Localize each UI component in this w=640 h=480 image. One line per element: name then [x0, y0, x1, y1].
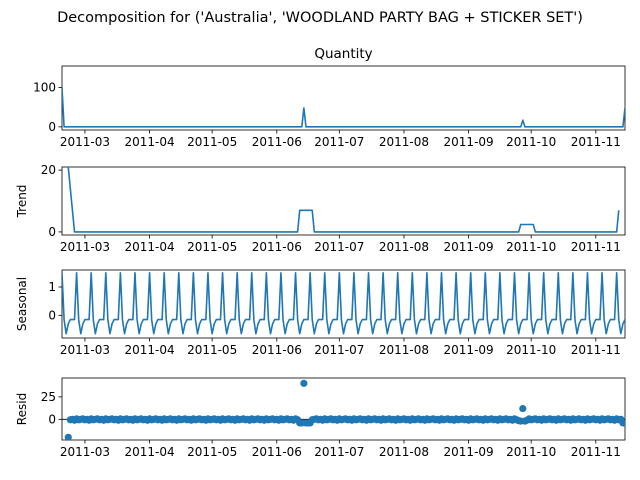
x-tick-label: 2011-06 [252, 445, 302, 459]
x-tick-label: 2011-09 [444, 343, 494, 357]
x-tick-label: 2011-07 [314, 445, 364, 459]
x-tick-label: 2011-04 [125, 343, 175, 357]
x-tick-label: 2011-03 [60, 240, 110, 254]
data-layer [62, 272, 625, 335]
figure-suptitle: Decomposition for ('Australia', 'WOODLAN… [57, 10, 583, 26]
x-tick-label: 2011-10 [506, 135, 556, 149]
axes-frame [61, 377, 626, 441]
panel-0: Quantity 0 100 2011-03 2011-04 2011-05 2011-06… [33, 46, 626, 149]
x-tick-label: 2011-09 [444, 445, 494, 459]
panel-3: Resid 0 25 2011-03 2011-04 2011-05 2011-06 2011… [15, 377, 626, 459]
x-tick-label: 2011-10 [506, 240, 556, 254]
x-tick-label: 2011-11 [571, 445, 621, 459]
series-line [67, 167, 620, 233]
resid-point [519, 404, 527, 413]
y-tick-label: 0 [48, 225, 56, 239]
data-layer [62, 87, 625, 128]
x-tick-label: 2011-09 [444, 135, 494, 149]
axes-frame [61, 166, 626, 236]
axes-frame [61, 65, 626, 131]
resid-point [619, 419, 625, 427]
y-tick-label: 0 [48, 120, 56, 134]
panel-2: Seasonal 0 1 2011-03 2011-04 2011-05 2011-06 20… [15, 269, 626, 357]
x-tick-label: 2011-11 [571, 240, 621, 254]
x-tick-label: 2011-11 [571, 343, 621, 357]
series-line [62, 272, 625, 335]
x-tick-label: 2011-05 [187, 135, 237, 149]
x-tick-label: 2011-07 [314, 343, 364, 357]
x-tick-label: 2011-06 [252, 240, 302, 254]
resid-point [300, 379, 308, 387]
x-tick-label: 2011-04 [125, 135, 175, 149]
y-axis-label: Seasonal [15, 277, 29, 331]
x-tick-label: 2011-06 [252, 135, 302, 149]
panel-title: Quantity [314, 46, 372, 62]
x-tick-label: 2011-08 [379, 135, 429, 149]
x-tick-label: 2011-06 [252, 343, 302, 357]
data-layer [67, 167, 620, 233]
x-tick-label: 2011-03 [60, 135, 110, 149]
panel-1: Trend 0 20 2011-03 2011-04 2011-05 2011-06 2011… [15, 163, 626, 254]
x-tick-label: 2011-03 [60, 343, 110, 357]
y-axis-label: Trend [15, 185, 29, 219]
y-tick-label: 100 [33, 81, 56, 95]
y-axis-label: Resid [15, 393, 29, 425]
x-tick-label: 2011-08 [379, 343, 429, 357]
y-tick-label: 1 [48, 280, 56, 294]
series-line [62, 87, 625, 128]
x-tick-label: 2011-10 [506, 445, 556, 459]
y-tick-label: 20 [41, 163, 56, 177]
x-tick-label: 2011-05 [187, 240, 237, 254]
x-tick-label: 2011-05 [187, 343, 237, 357]
x-tick-label: 2011-07 [314, 135, 364, 149]
resid-point [64, 433, 72, 440]
axes-frame [61, 269, 626, 339]
x-tick-label: 2011-09 [444, 240, 494, 254]
y-tick-label: 25 [41, 390, 56, 404]
x-tick-label: 2011-10 [506, 343, 556, 357]
x-tick-label: 2011-04 [125, 240, 175, 254]
y-tick-label: 0 [48, 308, 56, 322]
x-tick-label: 2011-04 [125, 445, 175, 459]
x-tick-label: 2011-05 [187, 445, 237, 459]
x-tick-label: 2011-08 [379, 240, 429, 254]
x-tick-label: 2011-07 [314, 240, 364, 254]
data-layer [62, 379, 625, 440]
x-tick-label: 2011-03 [60, 445, 110, 459]
x-tick-label: 2011-11 [571, 135, 621, 149]
x-tick-label: 2011-08 [379, 445, 429, 459]
y-tick-label: 0 [48, 412, 56, 426]
